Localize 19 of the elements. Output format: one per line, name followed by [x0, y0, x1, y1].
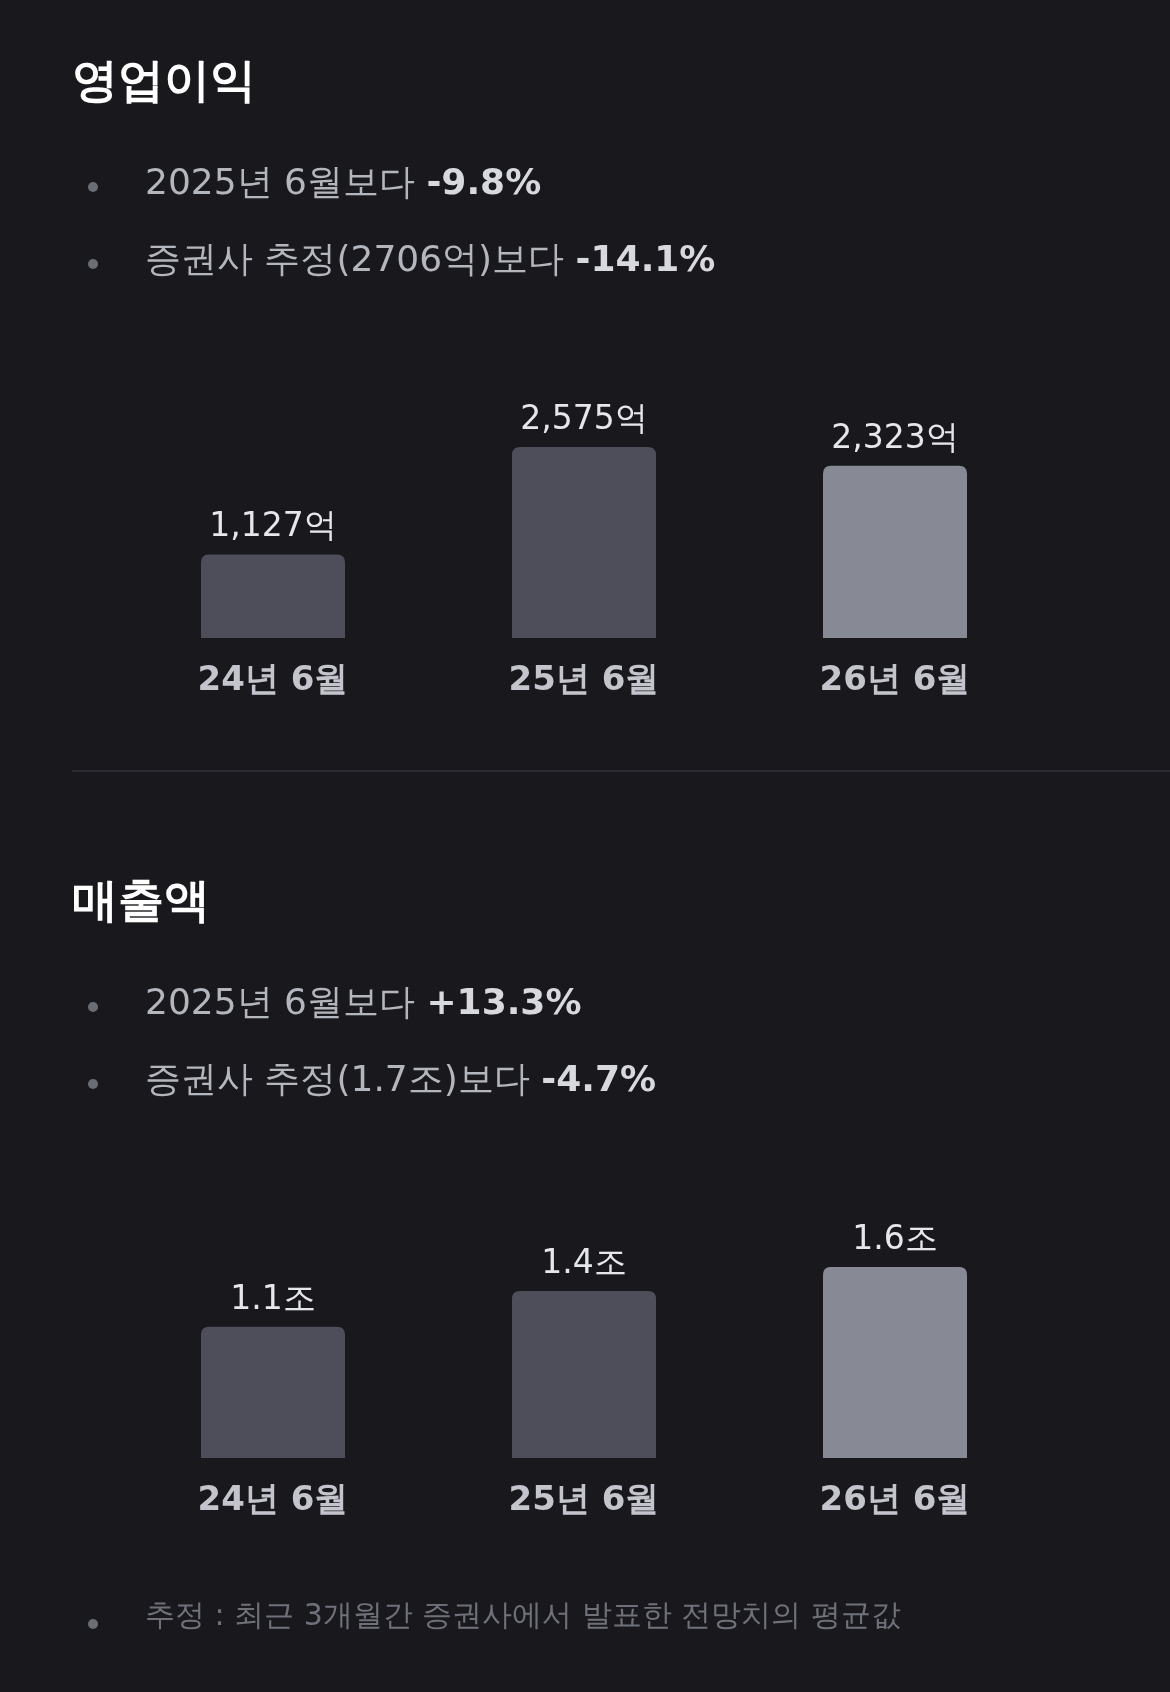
x-tick-label: 24년 6월 [197, 658, 349, 698]
text: 증권사 추정(1.7조)보다 -4.7% [145, 1057, 657, 1101]
x-tick-label: 26년 6월 [819, 1478, 971, 1518]
text: 추정 : 최근 3개월간 증권사에서 발표한 전망치의 평균값 [145, 1596, 901, 1634]
text: 2025년 6월보다 +13.3% [145, 980, 582, 1024]
x-tick-label: 24년 6월 [197, 1478, 349, 1518]
data-label: 1.1조 [230, 1277, 316, 1317]
chart-title: 매출액 [72, 872, 210, 929]
data-label: 1.6조 [852, 1218, 938, 1257]
text: 2025년 6월보다 -9.8% [145, 160, 542, 204]
data-label: 2,575억 [520, 398, 648, 437]
chart-title: 영업이익 [72, 52, 256, 109]
x-tick-label: 26년 6월 [819, 658, 971, 698]
data-label: 1,127억 [209, 505, 337, 545]
x-tick-label: 25년 6월 [508, 1478, 660, 1518]
data-label: 1.4조 [541, 1241, 627, 1281]
x-tick-label: 25년 6월 [508, 658, 660, 698]
text: 증권사 추정(2706억)보다 -14.1% [145, 237, 716, 281]
data-label: 2,323억 [831, 416, 959, 456]
